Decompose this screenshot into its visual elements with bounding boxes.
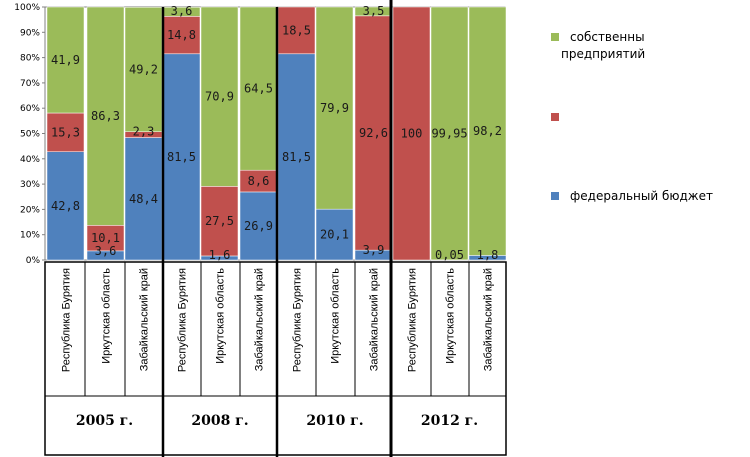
bar-segment xyxy=(86,6,125,226)
bar-segment xyxy=(392,6,431,261)
data-label: 99,95 xyxy=(431,126,467,140)
category-label: Забайкальский край xyxy=(483,268,495,371)
data-label: 20,1 xyxy=(320,228,349,242)
data-label: 1,6 xyxy=(209,248,231,262)
y-tick-label: 100% xyxy=(14,3,40,13)
category-label: Республика Бурятия xyxy=(177,268,189,372)
data-label: 100 xyxy=(401,127,423,141)
data-label: 81,5 xyxy=(282,150,311,164)
category-label: Иркутская область xyxy=(215,268,227,364)
data-label: 15,3 xyxy=(51,125,80,139)
category-label: Забайкальский край xyxy=(139,268,151,371)
data-label: 3,6 xyxy=(171,4,193,18)
year-label: 2010 г. xyxy=(306,413,363,429)
data-label: 86,3 xyxy=(91,109,120,123)
bar-segment xyxy=(200,186,239,257)
bars-group xyxy=(46,0,507,457)
bar-segment xyxy=(46,151,85,261)
y-tick-label: 60% xyxy=(20,104,40,114)
data-label: 92,6 xyxy=(359,126,388,140)
y-tick-label: 50% xyxy=(20,130,40,140)
category-label: Республика Бурятия xyxy=(61,268,73,372)
legend-swatch xyxy=(551,192,559,200)
category-table: Республика Бурятия Иркутская область Забай… xyxy=(44,261,507,456)
data-label: 1,8 xyxy=(477,248,499,262)
data-label: 2,3 xyxy=(133,125,155,139)
category-label: Забайкальский край xyxy=(254,268,266,371)
category-label: Забайкальский край xyxy=(369,268,381,371)
data-label: 79,9 xyxy=(320,101,349,115)
legend-swatch xyxy=(551,33,559,41)
y-tick-label: 70% xyxy=(20,79,40,89)
category-label: Республика Бурятия xyxy=(292,268,304,372)
data-label: 0,05 xyxy=(435,248,464,262)
bar-segment xyxy=(162,53,201,261)
bar-segment xyxy=(86,225,125,252)
data-label: 70,9 xyxy=(205,90,234,104)
y-tick-label: 0% xyxy=(26,256,41,266)
data-label: 18,5 xyxy=(282,23,311,37)
bar-segment xyxy=(46,6,85,114)
legend-label: федеральный бюджет xyxy=(570,189,713,203)
year-label: 2008 г. xyxy=(191,413,248,429)
bar-segment xyxy=(430,6,469,261)
category-label: Иркутская область xyxy=(330,268,342,364)
data-label: 3,6 xyxy=(95,244,117,258)
data-label: 81,5 xyxy=(167,150,196,164)
data-label: 48,4 xyxy=(129,192,158,206)
table-border xyxy=(44,261,507,456)
data-labels-group: 42,815,341,93,610,186,348,42,349,281,514… xyxy=(51,4,502,262)
legend: собственны предприятий федеральный бюджет xyxy=(551,30,713,203)
data-label: 8,6 xyxy=(248,174,270,188)
bar-segment xyxy=(277,53,316,261)
data-label: 3,9 xyxy=(363,243,385,257)
data-label: 64,5 xyxy=(244,82,273,96)
data-label: 49,2 xyxy=(129,62,158,76)
data-label: 3,5 xyxy=(363,4,385,18)
bar-segment xyxy=(354,15,393,251)
y-tick-label: 30% xyxy=(20,180,40,190)
legend-swatch xyxy=(551,113,559,121)
bar-segment xyxy=(239,6,278,171)
data-label: 10,1 xyxy=(91,231,120,245)
year-label: 2012 г. xyxy=(421,413,478,429)
data-label: 98,2 xyxy=(473,124,502,138)
category-label: Иркутская область xyxy=(445,268,457,364)
bar-segment xyxy=(124,7,163,132)
bar-segment xyxy=(200,6,239,187)
y-tick-label: 10% xyxy=(20,231,40,241)
bar-segment xyxy=(315,6,354,210)
data-label: 26,9 xyxy=(244,219,273,233)
data-label: 41,9 xyxy=(51,53,80,67)
y-tick-label: 80% xyxy=(20,54,40,64)
y-tick-label: 40% xyxy=(20,155,40,165)
y-tick-label: 90% xyxy=(20,28,40,38)
bar-segment xyxy=(162,16,201,55)
category-label: Республика Бурятия xyxy=(407,268,419,372)
data-label: 27,5 xyxy=(205,214,234,228)
bar-segment xyxy=(468,6,507,256)
y-axis: 0% 10% 20% 30% 40% 50% 60% 70% 80% 90% 100% xyxy=(14,3,46,266)
data-label: 42,8 xyxy=(51,199,80,213)
legend-label: собственны xyxy=(570,30,645,44)
bar-segment xyxy=(277,6,316,55)
year-label: 2005 г. xyxy=(76,413,133,429)
legend-label-line2: предприятий xyxy=(561,47,645,61)
data-label: 14,8 xyxy=(167,28,196,42)
category-label: Иркутская область xyxy=(101,268,113,364)
bar-segment xyxy=(124,137,163,261)
y-tick-label: 20% xyxy=(20,205,40,215)
